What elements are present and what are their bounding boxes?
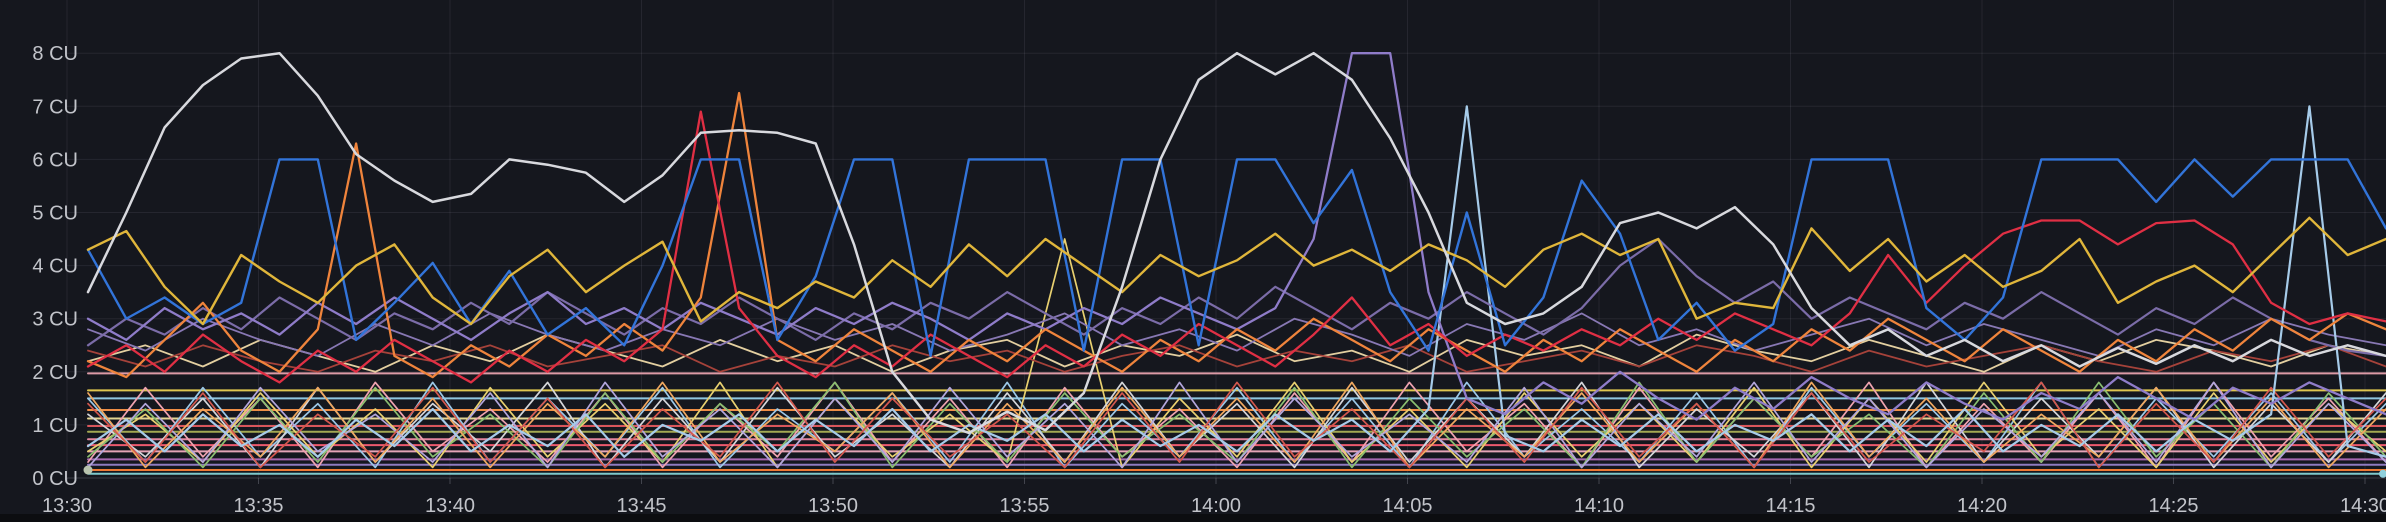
y-axis-label: 1 CU <box>32 415 78 437</box>
x-axis-label: 13:45 <box>616 495 666 517</box>
x-axis-label: 14:30 <box>2340 495 2386 517</box>
x-axis-label: 13:55 <box>999 495 1049 517</box>
x-axis-label: 14:00 <box>1191 495 1241 517</box>
x-axis-label: 13:40 <box>425 495 475 517</box>
plot-area[interactable] <box>67 0 2386 478</box>
y-axis-label: 4 CU <box>32 256 78 278</box>
panel-bottom-edge <box>0 514 2386 522</box>
series-zigzag-rose[interactable] <box>87 381 2386 469</box>
series-white[interactable] <box>86 51 2386 435</box>
x-axis-label: 14:20 <box>1957 495 2007 517</box>
series-zigzag-lavender[interactable] <box>87 381 2386 469</box>
series-paleblue-spikes[interactable] <box>86 105 2386 458</box>
series-violet-band[interactable] <box>86 237 2386 357</box>
series-point-markers <box>83 465 2386 478</box>
x-axis-label: 13:30 <box>42 495 92 517</box>
series-zigzag-yellow[interactable] <box>87 238 2386 469</box>
x-axis-label: 14:10 <box>1574 495 1624 517</box>
x-axis-label: 13:50 <box>808 495 858 517</box>
series-mid-darkred[interactable] <box>87 344 2386 373</box>
x-axis-label: 14:25 <box>2148 495 2198 517</box>
x-axis-labels: 13:30 13:35 13:40 13:45 13:50 13:55 14:00 14:05… <box>42 495 2386 517</box>
series-lines[interactable] <box>86 51 2386 475</box>
x-axis-label: 13:35 <box>233 495 283 517</box>
series-red[interactable] <box>86 110 2386 384</box>
y-axis-label: 0 CU <box>32 468 78 490</box>
y-axis-label: 7 CU <box>32 96 78 118</box>
series-yellow[interactable] <box>86 216 2386 326</box>
series-start-dot <box>83 465 93 475</box>
x-axis-label: 14:15 <box>1765 495 1815 517</box>
series-end-dot <box>2379 469 2386 478</box>
series-mid-tan[interactable] <box>87 333 2386 373</box>
series-zigzag-red[interactable] <box>87 381 2386 469</box>
y-axis-label: 5 CU <box>32 203 78 225</box>
series-zigzag-white[interactable] <box>87 381 2386 469</box>
y-axis-labels: 0 CU 1 CU 2 CU 3 CU 4 CU 5 CU 6 CU 7 CU 8 CU <box>32 43 78 490</box>
series-zigzag-orange[interactable] <box>87 381 2386 469</box>
y-axis-label: 3 CU <box>32 309 78 331</box>
y-axis-label: 8 CU <box>32 43 78 65</box>
x-axis-label: 14:05 <box>1382 495 1432 517</box>
y-axis-label: 2 CU <box>32 362 78 384</box>
series-orange[interactable] <box>86 91 2386 379</box>
y-axis-label: 6 CU <box>32 149 78 171</box>
